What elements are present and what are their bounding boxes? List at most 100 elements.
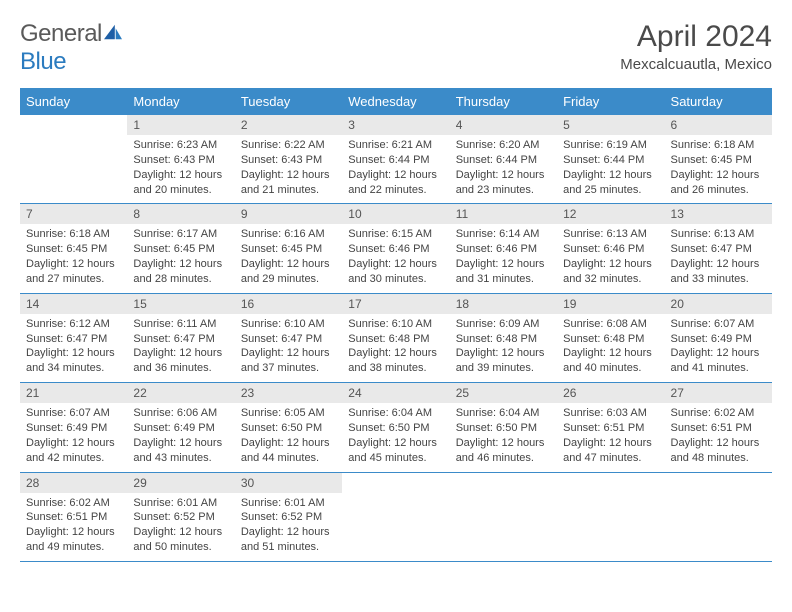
sunset-text: Sunset: 6:48 PM	[563, 332, 658, 347]
sunrise-text: Sunrise: 6:10 AM	[241, 317, 336, 332]
day-number: 15	[127, 293, 234, 314]
sunrise-text: Sunrise: 6:01 AM	[241, 496, 336, 511]
calendar-table: Sunday Monday Tuesday Wednesday Thursday…	[20, 88, 772, 562]
day-number: 18	[450, 293, 557, 314]
day-number: 9	[235, 204, 342, 225]
daynum-row: 21222324252627	[20, 383, 772, 404]
sunset-text: Sunset: 6:51 PM	[563, 421, 658, 436]
col-sun: Sunday	[20, 88, 127, 115]
day-cell: Sunrise: 6:04 AMSunset: 6:50 PMDaylight:…	[342, 403, 449, 472]
sunrise-text: Sunrise: 6:07 AM	[671, 317, 766, 332]
day-number: 24	[342, 383, 449, 404]
day-number: 25	[450, 383, 557, 404]
sunset-text: Sunset: 6:47 PM	[26, 332, 121, 347]
daylight-text: Daylight: 12 hours and 20 minutes.	[133, 168, 228, 198]
sunset-text: Sunset: 6:45 PM	[671, 153, 766, 168]
day-cell: Sunrise: 6:09 AMSunset: 6:48 PMDaylight:…	[450, 314, 557, 383]
day-number: 17	[342, 293, 449, 314]
daylight-text: Daylight: 12 hours and 28 minutes.	[133, 257, 228, 287]
sunrise-text: Sunrise: 6:07 AM	[26, 406, 121, 421]
daylight-text: Daylight: 12 hours and 22 minutes.	[348, 168, 443, 198]
month-title: April 2024	[620, 20, 772, 54]
sunset-text: Sunset: 6:45 PM	[26, 242, 121, 257]
day-cell: Sunrise: 6:18 AMSunset: 6:45 PMDaylight:…	[20, 224, 127, 293]
sunrise-text: Sunrise: 6:05 AM	[241, 406, 336, 421]
day-number: 19	[557, 293, 664, 314]
col-fri: Friday	[557, 88, 664, 115]
day-number: 21	[20, 383, 127, 404]
day-number: 27	[665, 383, 772, 404]
sunrise-text: Sunrise: 6:04 AM	[348, 406, 443, 421]
day-cell	[20, 135, 127, 204]
daynum-row: 14151617181920	[20, 293, 772, 314]
daylight-text: Daylight: 12 hours and 51 minutes.	[241, 525, 336, 555]
daylight-text: Daylight: 12 hours and 27 minutes.	[26, 257, 121, 287]
daylight-text: Daylight: 12 hours and 40 minutes.	[563, 346, 658, 376]
day-number: 13	[665, 204, 772, 225]
day-cell: Sunrise: 6:05 AMSunset: 6:50 PMDaylight:…	[235, 403, 342, 472]
day-cell: Sunrise: 6:23 AMSunset: 6:43 PMDaylight:…	[127, 135, 234, 204]
sunrise-text: Sunrise: 6:15 AM	[348, 227, 443, 242]
day-cell: Sunrise: 6:01 AMSunset: 6:52 PMDaylight:…	[235, 493, 342, 562]
daylight-text: Daylight: 12 hours and 37 minutes.	[241, 346, 336, 376]
day-number: 1	[127, 115, 234, 135]
day-cell: Sunrise: 6:16 AMSunset: 6:45 PMDaylight:…	[235, 224, 342, 293]
day-cell: Sunrise: 6:22 AMSunset: 6:43 PMDaylight:…	[235, 135, 342, 204]
sunset-text: Sunset: 6:49 PM	[26, 421, 121, 436]
daylight-text: Daylight: 12 hours and 50 minutes.	[133, 525, 228, 555]
sunrise-text: Sunrise: 6:19 AM	[563, 138, 658, 153]
col-mon: Monday	[127, 88, 234, 115]
sunrise-text: Sunrise: 6:10 AM	[348, 317, 443, 332]
daylight-text: Daylight: 12 hours and 41 minutes.	[671, 346, 766, 376]
sunset-text: Sunset: 6:49 PM	[133, 421, 228, 436]
title-block: April 2024 Mexcalcuautla, Mexico	[620, 20, 772, 73]
day-number: 11	[450, 204, 557, 225]
daylight-text: Daylight: 12 hours and 29 minutes.	[241, 257, 336, 287]
day-cell	[342, 493, 449, 562]
sunset-text: Sunset: 6:52 PM	[133, 510, 228, 525]
day-cell: Sunrise: 6:02 AMSunset: 6:51 PMDaylight:…	[665, 403, 772, 472]
day-cell: Sunrise: 6:18 AMSunset: 6:45 PMDaylight:…	[665, 135, 772, 204]
sunrise-text: Sunrise: 6:23 AM	[133, 138, 228, 153]
sunrise-text: Sunrise: 6:01 AM	[133, 496, 228, 511]
day-cell: Sunrise: 6:06 AMSunset: 6:49 PMDaylight:…	[127, 403, 234, 472]
day-number: 29	[127, 472, 234, 493]
day-cell: Sunrise: 6:11 AMSunset: 6:47 PMDaylight:…	[127, 314, 234, 383]
sunset-text: Sunset: 6:43 PM	[133, 153, 228, 168]
sunrise-text: Sunrise: 6:18 AM	[671, 138, 766, 153]
sunrise-text: Sunrise: 6:08 AM	[563, 317, 658, 332]
sunset-text: Sunset: 6:46 PM	[348, 242, 443, 257]
day-cell: Sunrise: 6:02 AMSunset: 6:51 PMDaylight:…	[20, 493, 127, 562]
week-row: Sunrise: 6:07 AMSunset: 6:49 PMDaylight:…	[20, 403, 772, 472]
day-cell: Sunrise: 6:03 AMSunset: 6:51 PMDaylight:…	[557, 403, 664, 472]
sunset-text: Sunset: 6:43 PM	[241, 153, 336, 168]
day-cell: Sunrise: 6:15 AMSunset: 6:46 PMDaylight:…	[342, 224, 449, 293]
day-cell: Sunrise: 6:13 AMSunset: 6:47 PMDaylight:…	[665, 224, 772, 293]
sunset-text: Sunset: 6:44 PM	[563, 153, 658, 168]
sunset-text: Sunset: 6:50 PM	[241, 421, 336, 436]
sunset-text: Sunset: 6:51 PM	[26, 510, 121, 525]
sunrise-text: Sunrise: 6:16 AM	[241, 227, 336, 242]
day-cell	[665, 493, 772, 562]
day-cell: Sunrise: 6:08 AMSunset: 6:48 PMDaylight:…	[557, 314, 664, 383]
sunrise-text: Sunrise: 6:22 AM	[241, 138, 336, 153]
daylight-text: Daylight: 12 hours and 39 minutes.	[456, 346, 551, 376]
day-number	[450, 472, 557, 493]
sunrise-text: Sunrise: 6:13 AM	[671, 227, 766, 242]
day-number: 2	[235, 115, 342, 135]
sunset-text: Sunset: 6:46 PM	[456, 242, 551, 257]
daylight-text: Daylight: 12 hours and 36 minutes.	[133, 346, 228, 376]
daylight-text: Daylight: 12 hours and 32 minutes.	[563, 257, 658, 287]
sunset-text: Sunset: 6:48 PM	[348, 332, 443, 347]
day-number: 28	[20, 472, 127, 493]
day-number: 14	[20, 293, 127, 314]
sunset-text: Sunset: 6:46 PM	[563, 242, 658, 257]
daylight-text: Daylight: 12 hours and 43 minutes.	[133, 436, 228, 466]
daylight-text: Daylight: 12 hours and 48 minutes.	[671, 436, 766, 466]
sunset-text: Sunset: 6:47 PM	[241, 332, 336, 347]
daylight-text: Daylight: 12 hours and 45 minutes.	[348, 436, 443, 466]
sail-icon	[102, 23, 124, 41]
daynum-row: 123456	[20, 115, 772, 135]
sunrise-text: Sunrise: 6:11 AM	[133, 317, 228, 332]
day-cell: Sunrise: 6:14 AMSunset: 6:46 PMDaylight:…	[450, 224, 557, 293]
